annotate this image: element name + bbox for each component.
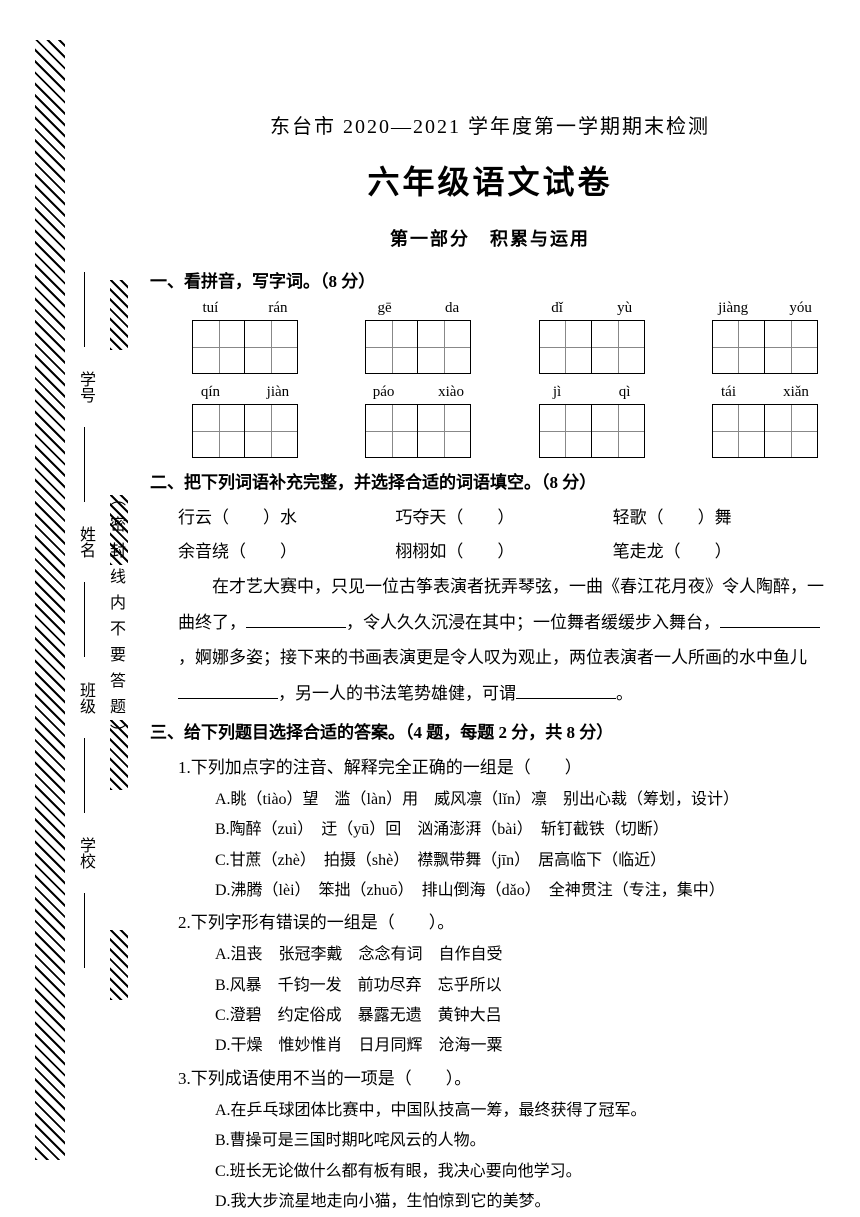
q3-sub2: 2.下列字形有错误的一组是（ ）。	[150, 906, 830, 940]
q2-paragraph: 在才艺大赛中，只见一位古筝表演者抚弄琴弦，一曲《春江花月夜》令人陶醉，一曲终了，…	[150, 569, 830, 712]
binding-fields: 学号 姓名 班级 学校	[75, 260, 95, 980]
seal-hatch-1	[110, 280, 128, 350]
exam-header: 东台市 2020—2021 学年度第一学期期末检测	[150, 110, 830, 139]
pinyin-cell: jiàngyóu	[710, 300, 820, 374]
q3-sub2-opt: B.风暴 千钧一发 前功尽弃 忘乎所以	[150, 971, 830, 1001]
tianzi-grid	[365, 320, 471, 374]
pinyin-cell: qínjiàn	[190, 384, 300, 458]
pinyin-cell: gēda	[363, 300, 473, 374]
pinyin-cell: táixiǎn	[710, 384, 820, 458]
tianzi-grid	[712, 320, 818, 374]
pinyin-row-1: tuírán gēda dǐyù jiàngyóu	[150, 300, 830, 374]
q3-sub2-opt: C.澄碧 约定俗成 暴露无遗 黄钟大吕	[150, 1001, 830, 1031]
idiom-row: 余音绕（ ） 栩栩如（ ） 笔走龙（ ）	[150, 535, 830, 569]
q3-sub1: 1.下列加点字的注音、解释完全正确的一组是（ ）	[150, 751, 830, 785]
pinyin-cell: tuírán	[190, 300, 300, 374]
q2-heading: 二、把下列词语补充完整，并选择合适的词语填空。（8 分）	[150, 468, 830, 493]
q3-heading: 三、给下列题目选择合适的答案。（4 题，每题 2 分，共 8 分）	[150, 718, 830, 743]
q3-sub3-opt: A.在乒乓球团体比赛中，中国队技高一筹，最终获得了冠军。	[150, 1096, 830, 1126]
field-class: 班级	[73, 682, 97, 714]
q3-sub3-opt: C.班长无论做什么都有板有眼，我决心要向他学习。	[150, 1157, 830, 1187]
q3-sub3: 3.下列成语使用不当的一项是（ ）。	[150, 1062, 830, 1096]
field-name: 姓名	[73, 526, 97, 558]
seal-hatch-4	[110, 930, 128, 1000]
binding-column: 学号 姓名 班级 学校 （密封线内不要答题）	[75, 260, 135, 980]
q3-sub3-opt: D.我大步流星地走向小猫，生怕惊到它的美梦。	[150, 1187, 830, 1217]
q3-sub1-opt: D.沸腾（lèi） 笨拙（zhuō） 排山倒海（dǎo） 全神贯注（专注，集中）	[150, 876, 830, 906]
pinyin-cell: jìqì	[537, 384, 647, 458]
q3-sub2-opt: A.沮丧 张冠李戴 念念有词 自作自受	[150, 940, 830, 970]
q3-sub1-opt: B.陶醉（zuì） 迂（yū）回 汹涌澎湃（bài） 斩钉截铁（切断）	[150, 815, 830, 845]
exam-title: 六年级语文试卷	[150, 157, 830, 203]
pinyin-row-2: qínjiàn páoxiào jìqì táixiǎn	[150, 384, 830, 458]
tianzi-grid	[712, 404, 818, 458]
q3-sub1-opt: A.眺（tiào）望 滥（làn）用 威风凛（lǐn）凛 别出心裁（筹划，设计）	[150, 785, 830, 815]
seal-hatch-3	[110, 720, 128, 790]
content-area: 东台市 2020—2021 学年度第一学期期末检测 六年级语文试卷 第一部分 积…	[150, 110, 830, 1217]
field-school: 学校	[73, 837, 97, 869]
q3-sub1-opt: C.甘蔗（zhè） 拍摄（shè） 襟飘带舞（jīn） 居高临下（临近）	[150, 846, 830, 876]
field-id: 学号	[73, 371, 97, 403]
q1-heading: 一、看拼音，写字词。（8 分）	[150, 267, 830, 292]
tianzi-grid	[539, 320, 645, 374]
q3-sub2-opt: D.干燥 惟妙惟肖 日月同辉 沧海一粟	[150, 1031, 830, 1061]
seal-line: （密封线内不要答题）	[95, 260, 135, 980]
tianzi-grid	[192, 320, 298, 374]
tianzi-grid	[192, 404, 298, 458]
seal-hatch-2	[110, 495, 128, 565]
pinyin-cell: páoxiào	[363, 384, 473, 458]
tianzi-grid	[539, 404, 645, 458]
hatch-border	[35, 40, 65, 1160]
tianzi-grid	[365, 404, 471, 458]
idiom-row: 行云（ ）水 巧夺天（ ） 轻歌（ ）舞	[150, 501, 830, 535]
section-title: 第一部分 积累与运用	[150, 225, 830, 251]
pinyin-cell: dǐyù	[537, 300, 647, 374]
q3-sub3-opt: B.曹操可是三国时期叱咤风云的人物。	[150, 1126, 830, 1156]
